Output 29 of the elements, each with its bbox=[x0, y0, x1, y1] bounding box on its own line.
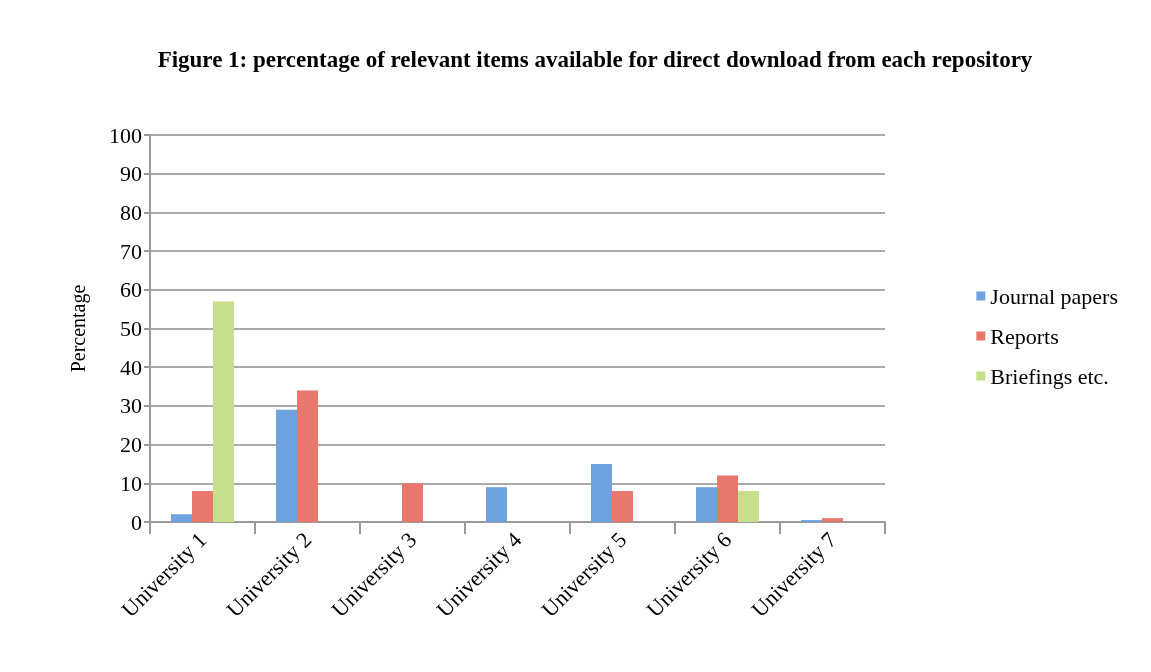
bar bbox=[297, 390, 318, 522]
bar bbox=[486, 487, 507, 522]
bar bbox=[612, 491, 633, 522]
bar bbox=[276, 409, 297, 522]
bar bbox=[717, 475, 738, 522]
y-tick-label: 20 bbox=[120, 432, 142, 458]
chart-title: Figure 1: percentage of relevant items available for direct download from each repository bbox=[157, 46, 1033, 72]
y-tick-label: 30 bbox=[120, 393, 142, 419]
y-axis-title: Percentage bbox=[67, 284, 90, 373]
y-tick-label: 70 bbox=[120, 238, 142, 264]
bar bbox=[192, 491, 213, 522]
y-tick-label: 10 bbox=[120, 470, 142, 496]
y-tick-label: 100 bbox=[109, 122, 142, 148]
bar bbox=[822, 518, 843, 522]
bar bbox=[402, 483, 423, 522]
y-tick-label: 0 bbox=[131, 509, 142, 535]
y-tick-label: 50 bbox=[120, 316, 142, 341]
legend-label: Reports bbox=[990, 323, 1059, 349]
legend-label: Briefings etc. bbox=[990, 363, 1109, 389]
bar bbox=[213, 301, 234, 522]
y-tick-label: 60 bbox=[120, 277, 142, 303]
y-tick-label: 90 bbox=[120, 161, 142, 187]
y-tick-label: 40 bbox=[120, 354, 142, 380]
bar bbox=[738, 491, 759, 522]
bar bbox=[591, 463, 612, 522]
bar bbox=[171, 514, 192, 522]
bar bbox=[696, 487, 717, 522]
y-tick-label: 80 bbox=[120, 199, 142, 225]
legend-label: Journal papers bbox=[990, 283, 1119, 309]
